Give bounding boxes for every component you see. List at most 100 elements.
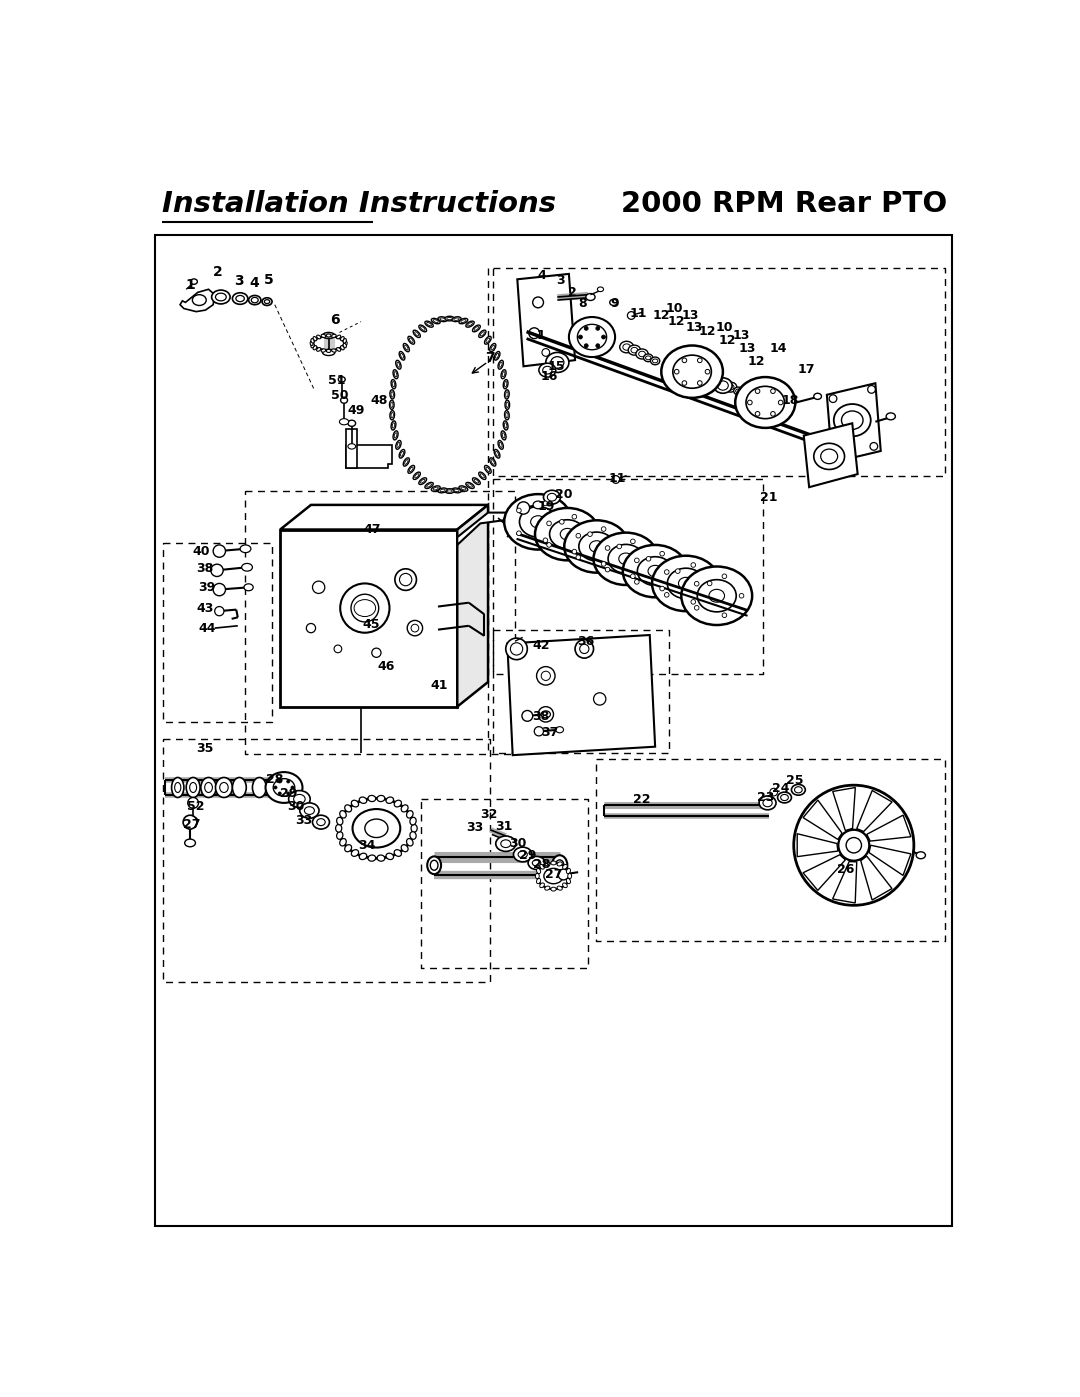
Circle shape (635, 557, 639, 563)
Polygon shape (457, 513, 508, 545)
Ellipse shape (394, 849, 402, 856)
Ellipse shape (486, 467, 489, 472)
Ellipse shape (597, 286, 604, 292)
Circle shape (664, 592, 670, 597)
Text: 38: 38 (197, 562, 214, 574)
Polygon shape (280, 504, 488, 529)
Circle shape (213, 545, 226, 557)
Ellipse shape (468, 483, 472, 488)
Ellipse shape (637, 557, 673, 585)
Ellipse shape (727, 384, 734, 390)
Ellipse shape (445, 316, 455, 321)
Circle shape (771, 412, 775, 416)
Ellipse shape (345, 845, 352, 852)
Ellipse shape (440, 319, 445, 320)
Ellipse shape (708, 590, 725, 602)
Ellipse shape (652, 556, 719, 610)
Ellipse shape (718, 381, 725, 387)
Circle shape (664, 570, 670, 574)
Polygon shape (797, 834, 838, 856)
Circle shape (546, 542, 552, 548)
Ellipse shape (834, 404, 870, 436)
Ellipse shape (623, 344, 631, 351)
Text: 10: 10 (665, 302, 684, 316)
Text: 30: 30 (287, 800, 305, 813)
Ellipse shape (321, 334, 326, 338)
Circle shape (279, 780, 281, 784)
Circle shape (543, 502, 548, 506)
Ellipse shape (240, 545, 251, 553)
Circle shape (660, 587, 664, 591)
Ellipse shape (438, 317, 447, 321)
Text: 13: 13 (681, 309, 699, 321)
Polygon shape (804, 855, 846, 890)
Text: 2: 2 (568, 286, 577, 299)
Text: 3: 3 (234, 274, 244, 288)
Circle shape (395, 569, 417, 591)
Text: 1: 1 (185, 278, 194, 292)
Circle shape (631, 539, 635, 543)
Circle shape (691, 563, 696, 567)
Ellipse shape (310, 341, 313, 345)
Ellipse shape (548, 493, 556, 502)
Circle shape (755, 412, 760, 416)
Ellipse shape (485, 465, 491, 474)
Text: 17: 17 (797, 363, 814, 376)
Ellipse shape (338, 377, 346, 383)
Ellipse shape (778, 792, 792, 803)
Circle shape (605, 567, 610, 571)
Ellipse shape (409, 467, 414, 472)
Polygon shape (867, 814, 910, 841)
Circle shape (535, 726, 543, 736)
Ellipse shape (486, 338, 489, 342)
Ellipse shape (340, 337, 345, 341)
Ellipse shape (394, 433, 396, 439)
Ellipse shape (536, 873, 539, 879)
Ellipse shape (461, 488, 465, 490)
Circle shape (723, 613, 727, 617)
Text: 51: 51 (327, 373, 346, 387)
Ellipse shape (348, 444, 355, 448)
Ellipse shape (321, 349, 326, 352)
Ellipse shape (821, 448, 838, 464)
Ellipse shape (394, 372, 396, 377)
Ellipse shape (652, 359, 658, 363)
Ellipse shape (415, 474, 419, 478)
Ellipse shape (360, 798, 367, 803)
Ellipse shape (608, 545, 644, 573)
Ellipse shape (472, 478, 481, 485)
Text: 27: 27 (183, 819, 201, 831)
Text: 16: 16 (540, 370, 557, 383)
Circle shape (846, 838, 862, 854)
Ellipse shape (563, 883, 567, 887)
Ellipse shape (340, 397, 348, 404)
Ellipse shape (395, 440, 401, 450)
Circle shape (274, 787, 278, 789)
Circle shape (312, 581, 325, 594)
Circle shape (838, 830, 869, 861)
Circle shape (832, 453, 839, 460)
Ellipse shape (759, 796, 777, 810)
Ellipse shape (623, 545, 688, 598)
Text: 12: 12 (667, 316, 686, 328)
Ellipse shape (504, 411, 509, 420)
Ellipse shape (489, 458, 496, 467)
Ellipse shape (431, 486, 441, 492)
Ellipse shape (717, 381, 728, 390)
Ellipse shape (190, 279, 198, 285)
Text: 47: 47 (363, 522, 380, 536)
Ellipse shape (365, 819, 388, 838)
Ellipse shape (478, 330, 486, 338)
Ellipse shape (698, 580, 737, 612)
Circle shape (215, 606, 224, 616)
Circle shape (522, 711, 532, 721)
Ellipse shape (557, 886, 563, 890)
Ellipse shape (305, 806, 314, 814)
Ellipse shape (556, 726, 564, 733)
Ellipse shape (543, 490, 561, 504)
Text: 28: 28 (266, 774, 283, 787)
Text: 7: 7 (485, 351, 495, 365)
Circle shape (739, 594, 744, 598)
Ellipse shape (393, 430, 399, 440)
Ellipse shape (465, 482, 474, 489)
